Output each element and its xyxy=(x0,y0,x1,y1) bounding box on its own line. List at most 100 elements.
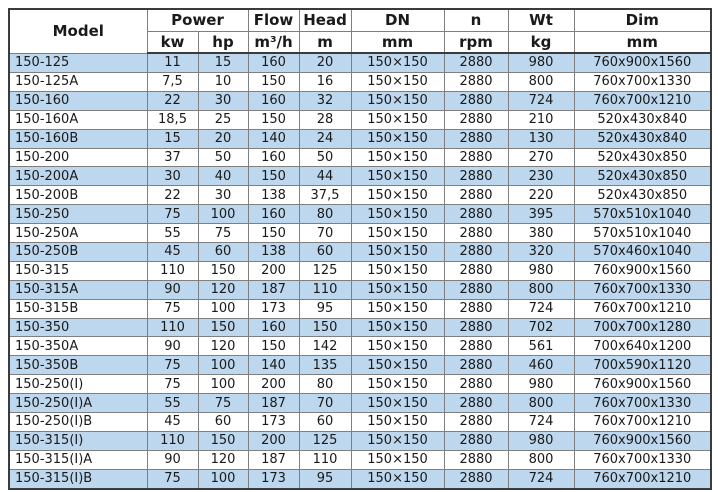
value-cell: 2880 xyxy=(443,147,509,168)
pump-spec-table: Model Power Flow Head DN n Wt Dim kw hp … xyxy=(8,8,713,490)
value-cell: 75 xyxy=(197,393,249,414)
value-cell: 100 xyxy=(197,298,249,319)
value-cell: 520x430x840 xyxy=(573,109,712,130)
table-row: 150-200A 30 40 150 44 150×150 2880 230 520x430x8… xyxy=(8,166,712,187)
unit-header-n: rpm xyxy=(443,30,509,54)
value-cell: 50 xyxy=(197,147,249,168)
value-cell: 2880 xyxy=(443,279,509,300)
value-cell: 187 xyxy=(247,393,300,414)
unit-header-head: m xyxy=(298,30,352,54)
value-cell: 150×150 xyxy=(350,185,445,206)
table-row: 150-315(I)B 75 100 173 95 150×150 2880 724 760x7… xyxy=(8,468,712,490)
value-cell: 37,5 xyxy=(298,185,352,206)
value-cell: 110 xyxy=(298,279,352,300)
value-cell: 760x900x1560 xyxy=(573,374,712,395)
value-cell: 110 xyxy=(146,317,199,338)
value-cell: 150×150 xyxy=(350,204,445,225)
value-cell: 32 xyxy=(298,90,352,111)
unit-header-flow: m³/h xyxy=(247,30,300,54)
value-cell: 760x700x1210 xyxy=(573,298,712,319)
model-cell: 150-250 xyxy=(8,204,148,225)
model-cell: 150-315(I) xyxy=(8,430,148,451)
value-cell: 2880 xyxy=(443,166,509,187)
col-header-power: Power xyxy=(146,8,249,32)
value-cell: 150×150 xyxy=(350,166,445,187)
value-cell: 150×150 xyxy=(350,260,445,281)
model-cell: 150-315 xyxy=(8,260,148,281)
value-cell: 395 xyxy=(507,204,575,225)
value-cell: 150×150 xyxy=(350,90,445,111)
value-cell: 55 xyxy=(146,393,199,414)
model-cell: 150-315(I)B xyxy=(8,468,148,490)
value-cell: 80 xyxy=(298,204,352,225)
value-cell: 220 xyxy=(507,185,575,206)
value-cell: 150 xyxy=(197,260,249,281)
value-cell: 460 xyxy=(507,355,575,376)
table-row: 150-250(I)A 55 75 187 70 150×150 2880 800 760x70… xyxy=(8,393,712,414)
value-cell: 150×150 xyxy=(350,430,445,451)
value-cell: 200 xyxy=(247,260,300,281)
value-cell: 760x700x1330 xyxy=(573,279,712,300)
value-cell: 16 xyxy=(298,71,352,92)
value-cell: 80 xyxy=(298,374,352,395)
value-cell: 187 xyxy=(247,279,300,300)
value-cell: 2880 xyxy=(443,336,509,357)
value-cell: 30 xyxy=(146,166,199,187)
value-cell: 2880 xyxy=(443,317,509,338)
value-cell: 760x900x1560 xyxy=(573,430,712,451)
value-cell: 724 xyxy=(507,412,575,432)
value-cell: 70 xyxy=(298,393,352,414)
table-row: 150-250 75 100 160 80 150×150 2880 395 570x510x1… xyxy=(8,204,712,225)
value-cell: 28 xyxy=(298,109,352,130)
unit-header-dn: mm xyxy=(350,30,445,54)
model-cell: 150-350 xyxy=(8,317,148,338)
value-cell: 150 xyxy=(197,317,249,338)
model-cell: 150-160A xyxy=(8,109,148,130)
model-cell: 150-315B xyxy=(8,298,148,319)
value-cell: 90 xyxy=(146,336,199,357)
model-cell: 150-315(I)A xyxy=(8,449,148,470)
table-row: 150-350A 90 120 150 142 150×150 2880 561 700x640… xyxy=(8,336,712,357)
value-cell: 100 xyxy=(197,204,249,225)
table-body: 150-125 11 15 160 20 150×150 2880 980 760x900x15… xyxy=(8,52,712,490)
value-cell: 75 xyxy=(146,204,199,225)
value-cell: 160 xyxy=(247,90,300,111)
value-cell: 760x900x1560 xyxy=(573,52,712,73)
value-cell: 37 xyxy=(146,147,199,168)
value-cell: 15 xyxy=(197,52,249,73)
value-cell: 55 xyxy=(146,223,199,243)
value-cell: 561 xyxy=(507,336,575,357)
value-cell: 150×150 xyxy=(350,374,445,395)
value-cell: 150×150 xyxy=(350,468,445,490)
value-cell: 187 xyxy=(247,449,300,470)
model-cell: 150-250(I) xyxy=(8,374,148,395)
value-cell: 110 xyxy=(146,430,199,451)
model-cell: 150-200B xyxy=(8,185,148,206)
unit-header-wt: kg xyxy=(507,30,575,54)
value-cell: 724 xyxy=(507,298,575,319)
value-cell: 760x700x1330 xyxy=(573,393,712,414)
model-cell: 150-200A xyxy=(8,166,148,187)
value-cell: 160 xyxy=(247,204,300,225)
value-cell: 270 xyxy=(507,147,575,168)
value-cell: 380 xyxy=(507,223,575,243)
value-cell: 138 xyxy=(247,242,300,262)
value-cell: 570x510x1040 xyxy=(573,223,712,243)
model-cell: 150-125A xyxy=(8,71,148,92)
col-header-dn: DN xyxy=(350,8,445,32)
col-header-head: Head xyxy=(298,8,352,32)
value-cell: 800 xyxy=(507,449,575,470)
value-cell: 75 xyxy=(146,355,199,376)
value-cell: 150×150 xyxy=(350,128,445,149)
value-cell: 760x900x1560 xyxy=(573,260,712,281)
value-cell: 760x700x1330 xyxy=(573,449,712,470)
value-cell: 150 xyxy=(247,223,300,243)
value-cell: 200 xyxy=(247,430,300,451)
value-cell: 2880 xyxy=(443,355,509,376)
value-cell: 75 xyxy=(146,468,199,490)
value-cell: 2880 xyxy=(443,223,509,243)
value-cell: 150×150 xyxy=(350,355,445,376)
value-cell: 11 xyxy=(146,52,199,73)
value-cell: 150×150 xyxy=(350,223,445,243)
value-cell: 2880 xyxy=(443,52,509,73)
